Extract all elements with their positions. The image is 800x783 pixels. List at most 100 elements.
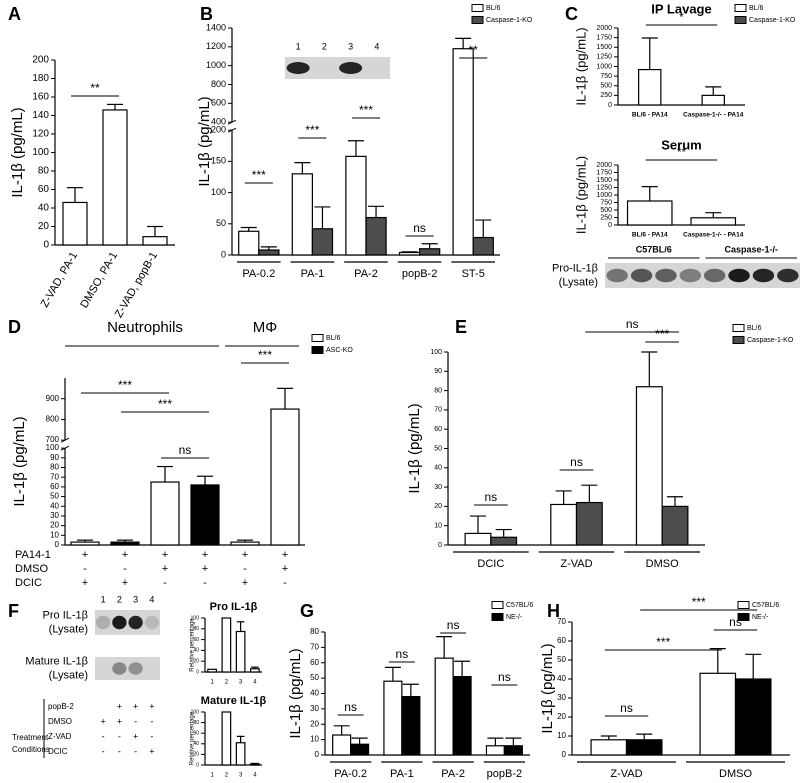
bar xyxy=(490,536,518,546)
condition-name: DMSO xyxy=(15,563,48,575)
significance-label: ns xyxy=(484,490,497,504)
bar xyxy=(625,739,663,756)
blot-row-label: Pro-IL-1β xyxy=(552,262,598,274)
blot-row-label: (Lysate) xyxy=(49,669,88,681)
blot-band xyxy=(286,62,310,74)
legend-swatch xyxy=(471,16,484,24)
condition-mark: - xyxy=(283,577,287,589)
y-axis-label: IL-1β (pg/mL) xyxy=(539,643,556,733)
y-tick-label: 250 xyxy=(600,214,612,221)
y-tick-label: 0 xyxy=(55,540,60,549)
lane-label: 3 xyxy=(348,41,353,51)
group-label: Caspase-1-/- xyxy=(724,244,778,254)
y-tick-label: 60 xyxy=(50,482,59,491)
bar xyxy=(452,675,472,756)
y-tick-label: 800 xyxy=(46,415,60,424)
panel-letter: A xyxy=(8,4,21,24)
group-label: MΦ xyxy=(253,319,277,336)
significance-label: ns xyxy=(179,443,192,457)
y-tick-label: 150 xyxy=(211,156,226,166)
condition-mark: + xyxy=(82,577,88,589)
y-tick-label: 100 xyxy=(191,615,200,621)
condition-mark: + xyxy=(100,716,105,726)
bar xyxy=(590,739,628,756)
blot-band xyxy=(703,268,726,283)
condition-mark: - xyxy=(134,746,137,756)
y-tick-label: 2000 xyxy=(596,25,612,32)
legend-swatch xyxy=(734,16,747,24)
y-tick-label: 90 xyxy=(50,453,59,462)
bar xyxy=(332,734,352,756)
condition-mark: - xyxy=(163,577,167,589)
panel-letter: E xyxy=(455,317,467,337)
chart-title: IP Lavage xyxy=(651,1,711,16)
y-tick-label: 70 xyxy=(434,407,442,414)
y-tick-label: 1250 xyxy=(596,54,612,61)
blot-row-label: Mature IL-1β xyxy=(25,655,88,667)
chart-title: Serum xyxy=(661,137,701,152)
x-tick-label: 4 xyxy=(253,680,257,686)
y-tick-label: 90 xyxy=(434,368,442,375)
bar xyxy=(472,236,494,256)
lane-label: 4 xyxy=(149,594,154,604)
x-tick-label: PA-1 xyxy=(390,768,414,780)
legend-label: BL/6 xyxy=(747,325,762,332)
legend-label: Caspase-1-KO xyxy=(747,337,794,344)
bar xyxy=(383,680,403,756)
x-tick-label: Caspase-1-/- - PA14 xyxy=(683,112,744,119)
y-tick-label: 1000 xyxy=(206,60,226,70)
legend-swatch xyxy=(732,336,745,344)
condition-mark: + xyxy=(162,563,168,575)
y-tick-label: 750 xyxy=(600,73,612,80)
significance-label: ns xyxy=(626,317,639,331)
axis-break xyxy=(60,445,70,451)
y-tick-label: 160 xyxy=(32,92,49,103)
condition-mark: + xyxy=(82,549,88,561)
x-tick-label: popB-2 xyxy=(487,768,522,780)
y-tick-label: 60 xyxy=(434,426,442,433)
bar xyxy=(110,541,140,546)
bar xyxy=(230,541,260,546)
bar xyxy=(238,230,260,256)
bar xyxy=(452,48,474,256)
blot-band xyxy=(777,268,799,283)
condition-mark: - xyxy=(123,563,127,575)
group-label: Neutrophils xyxy=(107,319,183,336)
y-tick-label: 400 xyxy=(211,117,226,127)
condition-mark: + xyxy=(117,701,122,711)
y-tick-label: 40 xyxy=(310,689,319,698)
y-tick-label: 180 xyxy=(32,73,49,84)
legend-label: BL/6 xyxy=(326,335,341,342)
legend-swatch xyxy=(491,613,504,621)
y-tick-label: 50 xyxy=(50,492,59,501)
y-tick-label: 80 xyxy=(38,166,50,177)
x-tick-label: Caspase-1-/- - PA14 xyxy=(683,232,744,239)
legend-label: NE-/- xyxy=(506,614,523,621)
condition-mark: + xyxy=(242,577,248,589)
y-tick-label: 70 xyxy=(310,642,319,651)
significance-label: ns xyxy=(344,700,357,714)
y-tick-label: 1000 xyxy=(596,63,612,70)
blot-band xyxy=(128,615,143,630)
legend-label: NE-/- xyxy=(752,614,769,621)
y-tick-label: 500 xyxy=(600,83,612,90)
bar xyxy=(419,248,441,256)
conditions-title: Conditions xyxy=(12,745,50,754)
y-tick-label: 40 xyxy=(557,674,566,683)
blot xyxy=(285,57,390,79)
condition-mark: + xyxy=(162,549,168,561)
y-axis-label: IL-1β (pg/mL) xyxy=(573,156,588,234)
legend-label: BL/6 xyxy=(749,5,764,12)
y-axis-label: IL-1β (pg/mL) xyxy=(196,96,213,186)
legend-swatch xyxy=(734,4,747,12)
condition-mark: - xyxy=(102,746,105,756)
axis-break xyxy=(227,127,237,133)
condition-name: PA14-1 xyxy=(15,549,51,561)
condition-mark: + xyxy=(282,549,288,561)
y-tick-label: 20 xyxy=(193,752,199,758)
y-tick-label: 80 xyxy=(193,626,199,632)
bar xyxy=(258,249,280,256)
x-tick-label: PA-2 xyxy=(441,768,465,780)
y-tick-label: 40 xyxy=(193,741,199,747)
